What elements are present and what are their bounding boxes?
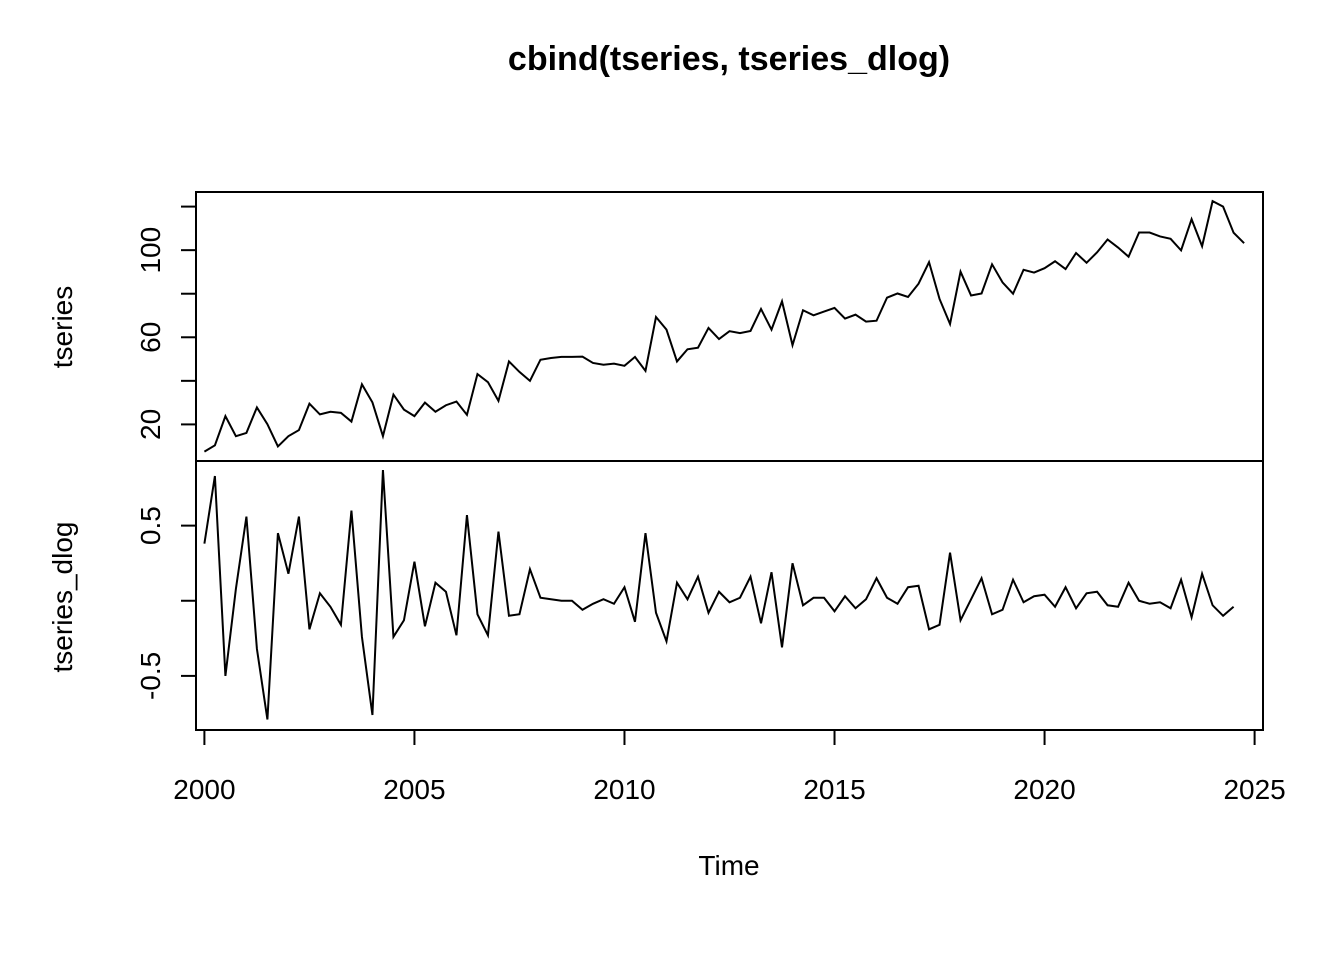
- y-tick-label-tseries-dlog-0: -0.5: [135, 652, 166, 700]
- y-tick-label-tseries-2: 60: [135, 322, 166, 353]
- x-tick-label-2: 2010: [593, 774, 655, 805]
- y-tick-label-tseries-dlog-2: 0.5: [135, 506, 166, 545]
- panel-tseries-ylabel: tseries: [47, 286, 78, 368]
- panel-tseries-dlog-ylabel: tseries_dlog: [47, 522, 78, 673]
- y-tick-label-tseries-0: 20: [135, 409, 166, 440]
- panel-tseries-dlog-frame: [195, 460, 1264, 731]
- x-tick-label-1: 2005: [383, 774, 445, 805]
- chart-title: cbind(tseries, tseries_dlog): [508, 40, 950, 78]
- panel-tseries: tseries 20 60 100: [47, 191, 1264, 462]
- panel-tseries-dlog-y-axis: -0.5 0.5: [135, 506, 196, 700]
- x-tick-label-4: 2020: [1013, 774, 1075, 805]
- series-line-tseries: [203, 199, 1245, 453]
- x-tick-label-0: 2000: [173, 774, 235, 805]
- x-axis: 2000 2005 2010 2015 2020 2025: [173, 730, 1286, 805]
- panel-tseries-dlog: tseries_dlog -0.5 0.5: [47, 460, 1264, 731]
- x-axis-label: Time: [698, 850, 759, 881]
- y-tick-label-tseries-4: 100: [135, 227, 166, 274]
- panel-tseries-frame: [195, 191, 1264, 462]
- series-line-tseries-dlog: [203, 469, 1235, 720]
- panel-tseries-y-axis: 20 60 100: [135, 205, 196, 440]
- x-tick-label-3: 2015: [803, 774, 865, 805]
- x-tick-label-5: 2025: [1223, 774, 1285, 805]
